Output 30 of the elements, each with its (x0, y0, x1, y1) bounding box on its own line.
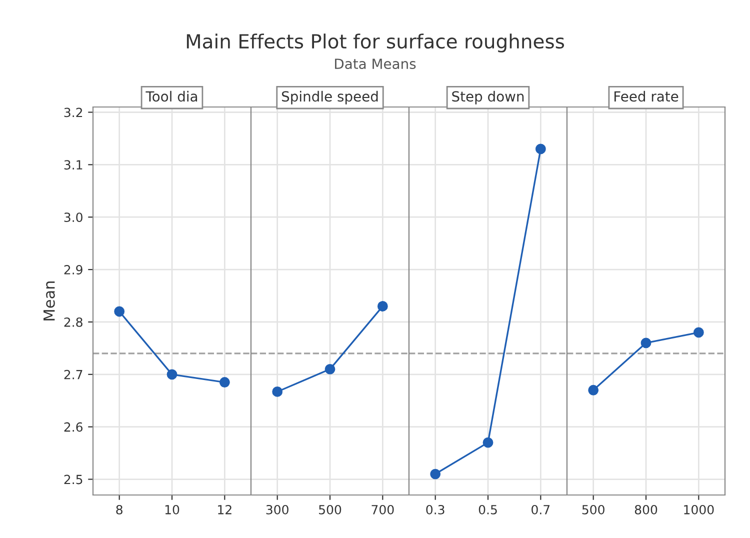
point (219, 377, 230, 388)
x-tick-label: 500 (582, 504, 604, 514)
y-tick-label: 3.2 (64, 108, 82, 118)
y-tick-label: 2.6 (64, 422, 82, 432)
chart-title: Feed rate (614, 90, 678, 102)
x-tick-label: 0.7 (532, 504, 550, 514)
chart-title: Step down (452, 90, 524, 104)
x-tick-label: 8 (116, 504, 122, 514)
chart-title: Tool dia (146, 90, 198, 102)
y-tick-label: 3.0 (64, 212, 82, 222)
x-tick-label: 300 (266, 504, 288, 514)
point (166, 369, 178, 380)
x-tick-label: 10 (165, 504, 180, 514)
y-tick-label: 3.1 (64, 160, 82, 170)
x-tick-label: 0.5 (478, 504, 497, 514)
text: Main Effects Plot for surface roughness (186, 34, 564, 52)
x-tick-label: 1000 (684, 504, 714, 514)
y-tick-label: 2.8 (64, 317, 82, 327)
y-tick-label: 2.9 (64, 265, 82, 274)
x-tick-label: 700 (372, 504, 394, 514)
text: Data Means (335, 58, 416, 70)
y-tick-label: 2.5 (64, 474, 82, 484)
x-tick-label: 500 (319, 504, 342, 514)
y-axis-title: Mean (44, 281, 55, 320)
x-tick-label: 0.3 (426, 504, 444, 514)
x-tick-label: 12 (218, 504, 232, 514)
x-tick-label: 800 (634, 504, 658, 514)
y-tick-label: 2.7 (64, 370, 82, 380)
chart-title: Spindle speed (282, 90, 378, 104)
point (114, 306, 125, 317)
